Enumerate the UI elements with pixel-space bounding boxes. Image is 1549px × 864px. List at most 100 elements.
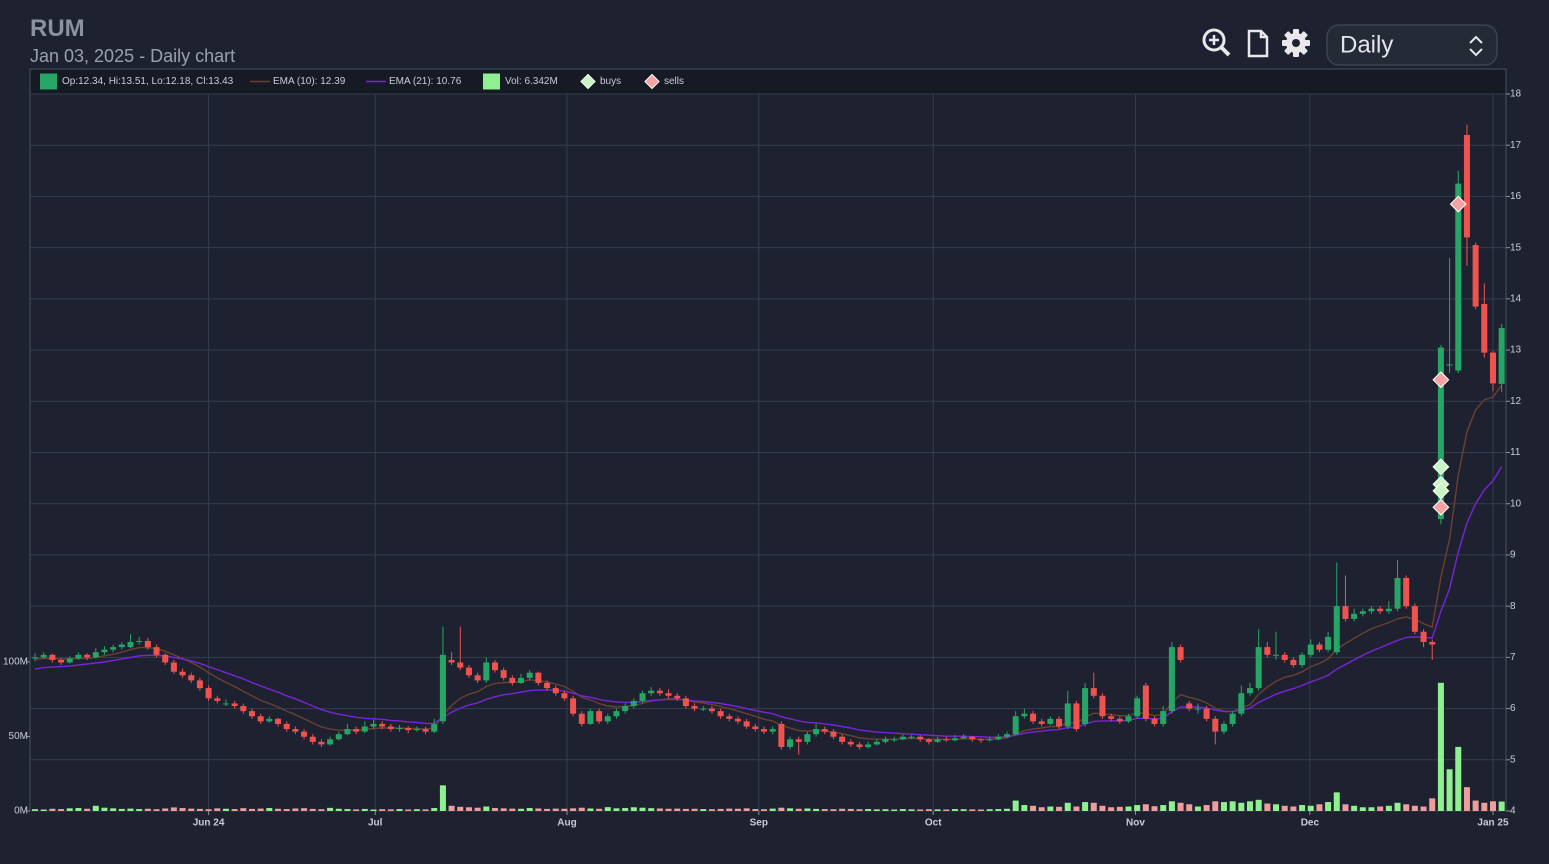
candle-body	[431, 723, 438, 732]
candle-body	[1238, 693, 1245, 714]
candle-body	[188, 675, 195, 681]
signal-marker	[1432, 371, 1450, 389]
candle-body	[1021, 713, 1028, 717]
volume-bar	[535, 808, 542, 811]
candle-body	[1194, 708, 1201, 710]
candle-body	[1385, 608, 1392, 612]
settings-icon[interactable]	[1282, 29, 1310, 57]
chart-title: RUM	[30, 15, 85, 42]
candle-body	[58, 659, 65, 663]
candle-body	[856, 744, 863, 747]
volume-bar	[847, 808, 854, 811]
volume-bar	[769, 808, 776, 811]
y-tick-label: 9	[1510, 550, 1516, 561]
volume-bar	[1273, 804, 1280, 811]
y2-tick-label: 50M	[9, 731, 28, 742]
x-tick-label: Sep	[750, 818, 768, 829]
volume-bar	[257, 808, 264, 811]
volume-bar	[1142, 804, 1149, 811]
candle-body	[917, 736, 924, 740]
candle-body	[873, 741, 880, 745]
candle-body	[943, 739, 950, 741]
candle-body	[752, 726, 759, 730]
volume-bar	[1186, 804, 1193, 811]
legend-label: buys	[600, 76, 621, 87]
volume-bar	[778, 807, 785, 811]
volume-bar	[1238, 802, 1245, 811]
volume-bar	[986, 809, 993, 811]
candle-body	[1394, 577, 1401, 609]
candle-body	[734, 718, 741, 722]
candle-body	[726, 716, 733, 719]
volume-bar	[248, 808, 255, 811]
document-icon[interactable]	[1247, 29, 1269, 58]
volume-bar	[1281, 805, 1288, 811]
y-tick-label: 7	[1510, 652, 1516, 663]
volume-bar	[1151, 806, 1158, 811]
candle-body	[865, 744, 872, 747]
volume-bar	[813, 808, 820, 811]
volume-bar	[656, 808, 663, 811]
candle-body	[474, 675, 481, 681]
timeframe-select[interactable]: Daily	[1326, 24, 1498, 66]
volume-bar	[240, 808, 247, 811]
signal-marker	[1432, 498, 1450, 516]
candle-body	[596, 711, 603, 722]
volume-bar	[1073, 806, 1080, 811]
candle-body	[891, 739, 898, 741]
volume-bar	[136, 809, 143, 811]
candle-body	[1342, 606, 1349, 619]
volume-bar	[1134, 805, 1141, 811]
candle-body	[1038, 721, 1045, 724]
volume-bar	[49, 808, 56, 811]
zoom-icon[interactable]	[1202, 28, 1231, 57]
candle-body	[1368, 608, 1375, 612]
candle-body	[613, 711, 620, 717]
volume-bar	[856, 809, 863, 811]
y-tick-label: 4	[1510, 806, 1516, 817]
legend-label: EMA (10): 12.39	[273, 76, 346, 87]
volume-bar	[1385, 805, 1392, 811]
candle-body	[1003, 734, 1010, 737]
candle-body	[518, 677, 525, 683]
candle-body	[526, 672, 533, 678]
candle-body	[1307, 644, 1314, 655]
candle-body	[1411, 606, 1418, 632]
candle-body	[778, 723, 785, 747]
candle-body	[769, 729, 776, 732]
candle-body	[1082, 688, 1089, 724]
volume-bar	[1064, 802, 1071, 811]
candle-body	[110, 647, 117, 650]
candle-body	[1125, 716, 1132, 722]
ema-line	[34, 384, 1503, 740]
candle-body	[1481, 303, 1488, 353]
volume-bar	[1498, 801, 1505, 811]
candle-body	[40, 654, 47, 658]
candle-body	[604, 716, 611, 722]
volume-bar	[92, 805, 99, 811]
candle-body	[240, 706, 247, 712]
legend-swatch	[483, 73, 500, 90]
candle-body	[1255, 647, 1262, 689]
y-tick-label: 18	[1510, 89, 1522, 100]
volume-bar	[648, 808, 655, 811]
volume-bar	[1056, 806, 1063, 811]
volume-bar	[1264, 803, 1271, 811]
candle-body	[257, 716, 264, 722]
volume-bar	[708, 809, 715, 811]
candle-body	[995, 736, 1002, 740]
volume-bar	[561, 808, 568, 811]
candle-body	[656, 690, 663, 694]
legend-bar	[29, 68, 1507, 95]
volume-layer	[32, 682, 1505, 811]
volume-bar	[179, 808, 186, 811]
candle-body	[1134, 698, 1141, 717]
candle-body	[1090, 688, 1097, 696]
timeframe-value[interactable]: Daily	[1340, 31, 1393, 58]
candle-body	[795, 739, 802, 742]
volume-bar	[1437, 682, 1444, 811]
volume-bar	[84, 808, 91, 811]
volume-bar	[1307, 805, 1314, 811]
volume-bar	[552, 808, 559, 811]
volume-bar	[127, 808, 134, 811]
